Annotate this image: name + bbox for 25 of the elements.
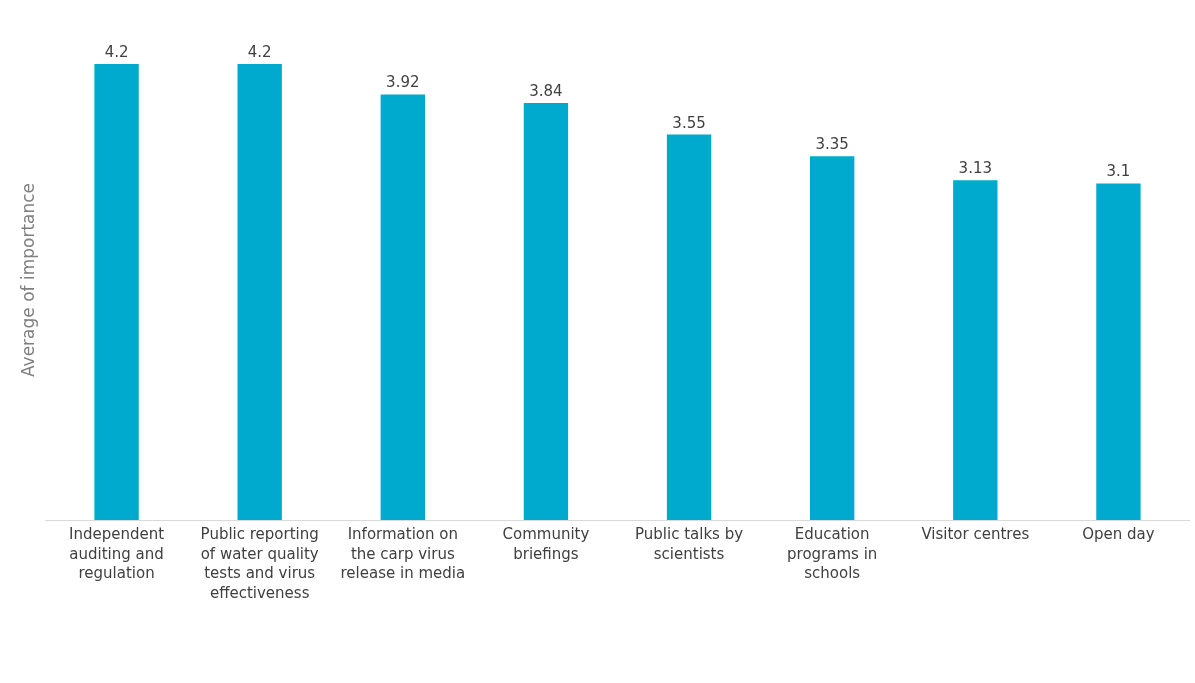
x-tick-label: Public reporting of water quality tests and virus effectiveness [200, 525, 319, 602]
bar [237, 64, 282, 520]
data-label: 3.35 [815, 135, 849, 154]
data-label: 3.92 [386, 73, 420, 92]
x-tick-label: Independent auditing and regulation [69, 525, 165, 582]
data-label: 3.55 [672, 113, 706, 132]
bar [380, 94, 425, 520]
bar [953, 180, 998, 520]
data-label: 4.2 [104, 43, 129, 61]
x-tick-label: Education programs in schools [787, 525, 878, 582]
bar [1096, 183, 1141, 520]
y-axis-title: Average of importance [17, 182, 38, 378]
bar [666, 134, 712, 520]
x-tick-label: Visitor centres [921, 525, 1030, 543]
bar [94, 64, 139, 520]
data-label: 3.13 [958, 159, 993, 178]
x-tick-label: Open day [1082, 525, 1155, 543]
data-label: 3.84 [529, 82, 563, 101]
bar [523, 103, 569, 520]
data-label: 3.1 [1106, 162, 1131, 181]
x-tick-label: Public talks by scientists [635, 525, 744, 563]
x-tick-label: Community briefings [502, 525, 590, 563]
data-label: 4.2 [247, 43, 272, 61]
bar [810, 156, 855, 520]
x-tick-label: Information on the carp virus release in media [340, 525, 466, 582]
